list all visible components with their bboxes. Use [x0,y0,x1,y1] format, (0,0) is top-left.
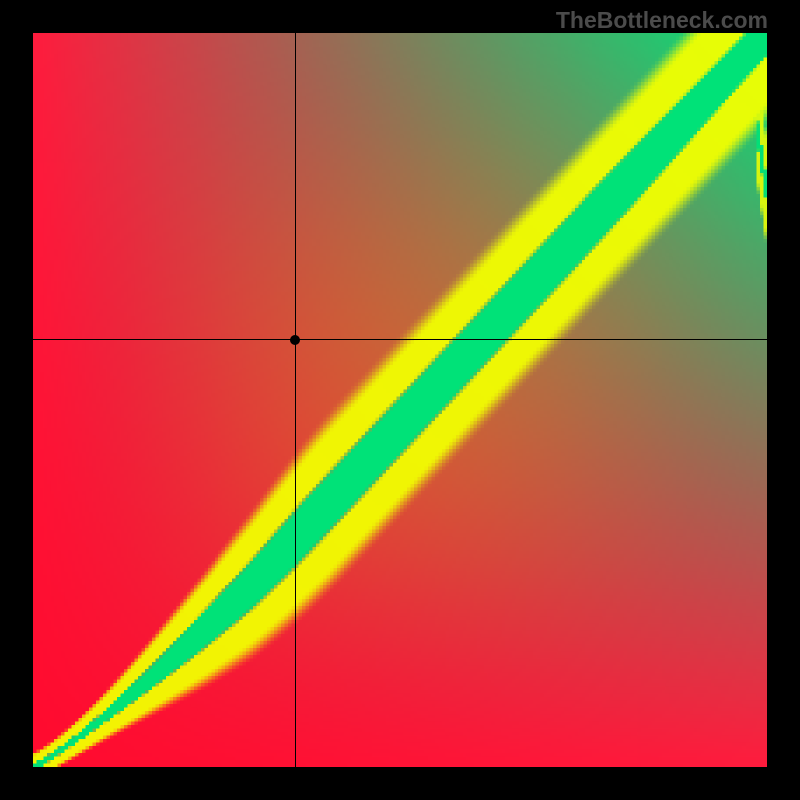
stage: TheBottleneck.com [0,0,800,800]
bottleneck-heatmap [33,33,767,767]
watermark-text: TheBottleneck.com [556,7,768,34]
